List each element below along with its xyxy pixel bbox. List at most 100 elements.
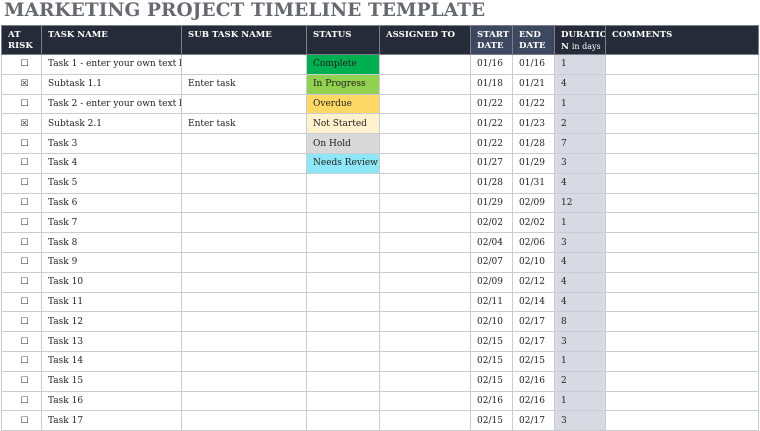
task-name-cell[interactable]: Task 1 - enter your own text here (41, 54, 182, 75)
comments-cell[interactable] (605, 73, 759, 95)
end-date-cell[interactable]: 02/06 (512, 232, 555, 253)
status-cell[interactable] (306, 390, 380, 412)
assigned-to-cell[interactable] (379, 172, 471, 194)
end-date-cell[interactable]: 01/22 (512, 93, 555, 115)
task-name-cell[interactable]: Task 10 (41, 271, 182, 293)
comments-cell[interactable] (605, 133, 759, 154)
assigned-to-cell[interactable] (379, 133, 471, 154)
task-name-cell[interactable]: Subtask 2.1 (41, 113, 182, 135)
start-date-cell[interactable]: 02/15 (470, 350, 513, 372)
at-risk-checkbox[interactable]: ☐ (1, 251, 42, 273)
task-name-cell[interactable]: Task 16 (41, 390, 182, 412)
status-cell[interactable]: In Progress (306, 73, 380, 95)
status-cell[interactable] (306, 331, 380, 352)
task-name-cell[interactable]: Task 4 (41, 152, 182, 174)
sub-task-cell[interactable] (181, 152, 307, 174)
sub-task-cell[interactable]: Enter task (181, 113, 307, 135)
at-risk-checkbox[interactable]: ☐ (1, 232, 42, 253)
assigned-to-cell[interactable] (379, 113, 471, 135)
start-date-cell[interactable]: 01/29 (470, 192, 513, 214)
sub-task-cell[interactable] (181, 331, 307, 352)
status-cell[interactable] (306, 410, 380, 431)
start-date-cell[interactable]: 02/10 (470, 311, 513, 333)
task-name-cell[interactable]: Task 5 (41, 172, 182, 194)
end-date-cell[interactable]: 02/14 (512, 291, 555, 313)
task-name-cell[interactable]: Task 12 (41, 311, 182, 333)
task-name-cell[interactable]: Task 14 (41, 350, 182, 372)
at-risk-checkbox[interactable]: ☐ (1, 390, 42, 412)
assigned-to-cell[interactable] (379, 331, 471, 352)
at-risk-checkbox[interactable]: ☐ (1, 350, 42, 372)
at-risk-checkbox[interactable]: ☐ (1, 93, 42, 115)
sub-task-cell[interactable] (181, 410, 307, 431)
status-cell[interactable]: Needs Review (306, 152, 380, 174)
status-cell[interactable]: Not Started (306, 113, 380, 135)
task-name-cell[interactable]: Task 13 (41, 331, 182, 352)
status-cell[interactable] (306, 311, 380, 333)
at-risk-checkbox[interactable]: ☐ (1, 370, 42, 392)
comments-cell[interactable] (605, 54, 759, 75)
status-cell[interactable] (306, 251, 380, 273)
sub-task-cell[interactable] (181, 271, 307, 293)
start-date-cell[interactable]: 02/04 (470, 232, 513, 253)
sub-task-cell[interactable] (181, 350, 307, 372)
at-risk-checkbox[interactable]: ☐ (1, 54, 42, 75)
comments-cell[interactable] (605, 232, 759, 253)
end-date-cell[interactable]: 02/17 (512, 311, 555, 333)
sub-task-cell[interactable] (181, 291, 307, 313)
end-date-cell[interactable]: 02/10 (512, 251, 555, 273)
sub-task-cell[interactable] (181, 93, 307, 115)
sub-task-cell[interactable] (181, 311, 307, 333)
comments-cell[interactable] (605, 370, 759, 392)
end-date-cell[interactable]: 01/31 (512, 172, 555, 194)
comments-cell[interactable] (605, 331, 759, 352)
status-cell[interactable] (306, 172, 380, 194)
at-risk-checkbox[interactable]: ☐ (1, 192, 42, 214)
end-date-cell[interactable]: 02/15 (512, 350, 555, 372)
start-date-cell[interactable]: 02/07 (470, 251, 513, 273)
end-date-cell[interactable]: 01/16 (512, 54, 555, 75)
assigned-to-cell[interactable] (379, 291, 471, 313)
comments-cell[interactable] (605, 152, 759, 174)
comments-cell[interactable] (605, 410, 759, 431)
start-date-cell[interactable]: 01/22 (470, 113, 513, 135)
end-date-cell[interactable]: 02/12 (512, 271, 555, 293)
status-cell[interactable] (306, 232, 380, 253)
at-risk-checkbox[interactable]: ☐ (1, 410, 42, 431)
status-cell[interactable]: Overdue (306, 93, 380, 115)
assigned-to-cell[interactable] (379, 232, 471, 253)
at-risk-checkbox[interactable]: ☐ (1, 212, 42, 234)
start-date-cell[interactable]: 02/15 (470, 331, 513, 352)
end-date-cell[interactable]: 01/28 (512, 133, 555, 154)
start-date-cell[interactable]: 02/16 (470, 390, 513, 412)
comments-cell[interactable] (605, 390, 759, 412)
assigned-to-cell[interactable] (379, 350, 471, 372)
sub-task-cell[interactable] (181, 172, 307, 194)
end-date-cell[interactable]: 02/17 (512, 410, 555, 431)
task-name-cell[interactable]: Task 9 (41, 251, 182, 273)
start-date-cell[interactable]: 01/22 (470, 93, 513, 115)
end-date-cell[interactable]: 01/29 (512, 152, 555, 174)
comments-cell[interactable] (605, 251, 759, 273)
assigned-to-cell[interactable] (379, 152, 471, 174)
comments-cell[interactable] (605, 212, 759, 234)
start-date-cell[interactable]: 02/15 (470, 370, 513, 392)
task-name-cell[interactable]: Task 2 - enter your own text here (41, 93, 182, 115)
task-name-cell[interactable]: Task 7 (41, 212, 182, 234)
status-cell[interactable] (306, 370, 380, 392)
assigned-to-cell[interactable] (379, 311, 471, 333)
task-name-cell[interactable]: Subtask 1.1 (41, 73, 182, 95)
comments-cell[interactable] (605, 93, 759, 115)
end-date-cell[interactable]: 02/16 (512, 370, 555, 392)
comments-cell[interactable] (605, 192, 759, 214)
start-date-cell[interactable]: 01/16 (470, 54, 513, 75)
status-cell[interactable]: On Hold (306, 133, 380, 154)
status-cell[interactable] (306, 271, 380, 293)
at-risk-checkbox[interactable]: ☐ (1, 152, 42, 174)
status-cell[interactable] (306, 291, 380, 313)
start-date-cell[interactable]: 01/27 (470, 152, 513, 174)
assigned-to-cell[interactable] (379, 73, 471, 95)
comments-cell[interactable] (605, 291, 759, 313)
task-name-cell[interactable]: Task 8 (41, 232, 182, 253)
status-cell[interactable] (306, 350, 380, 372)
